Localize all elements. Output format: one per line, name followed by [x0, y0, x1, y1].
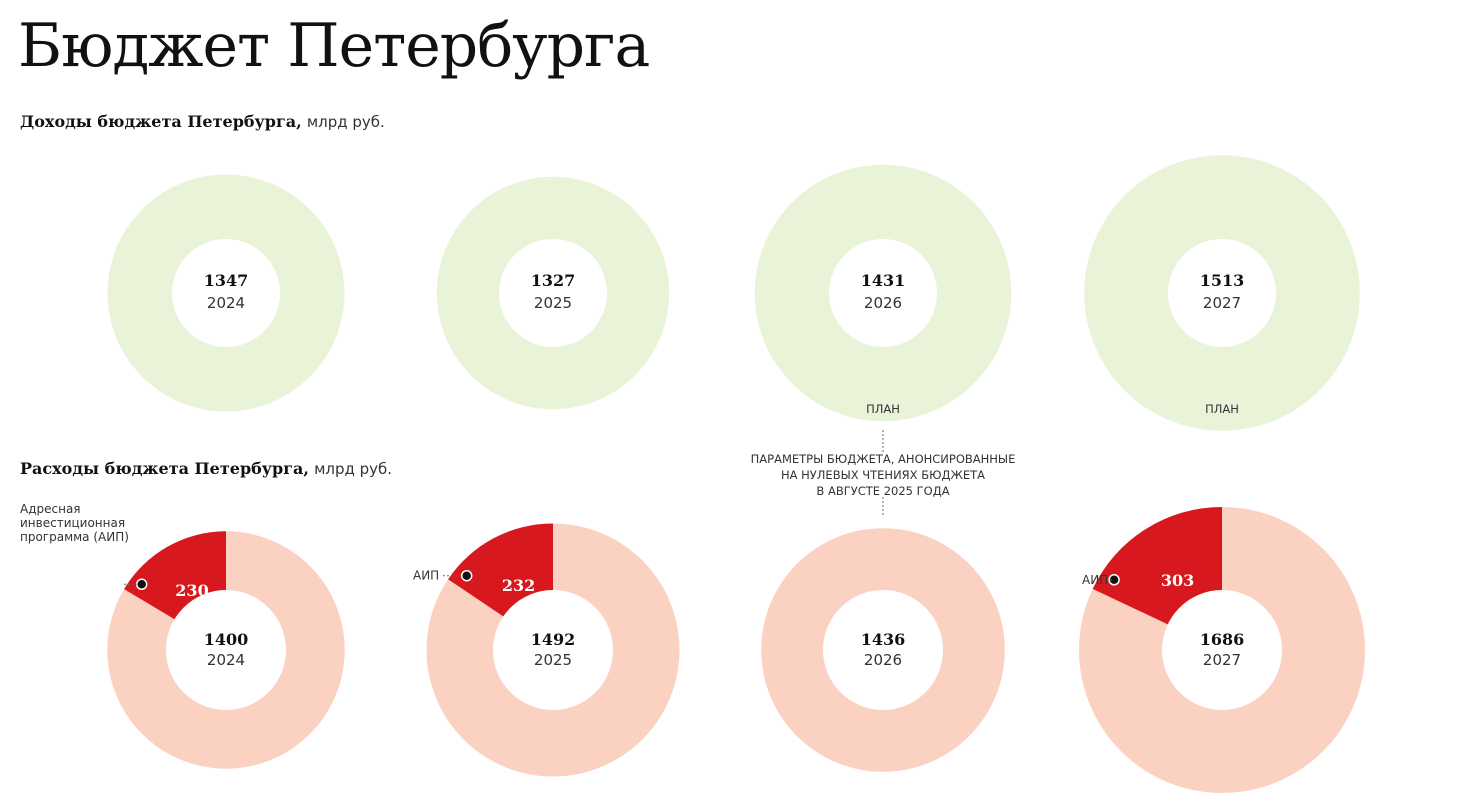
aip-value-2024: 230 — [175, 581, 208, 600]
expense-year-2024: 2024 — [207, 651, 245, 669]
expense-year-2027: 2027 — [1203, 651, 1241, 669]
expense-value-2024: 1400 — [204, 630, 249, 649]
expense-donut-hole-2026 — [823, 590, 943, 710]
revenue-value-2026: 1431 — [861, 271, 906, 290]
expense-donut-hole-2024 — [166, 590, 286, 710]
plan-label-2027: ПЛАН — [1205, 402, 1239, 416]
budget-note-line-3: В АВГУСТЕ 2025 ГОДА — [816, 484, 949, 498]
aip-callout-dot-2025 — [460, 569, 473, 582]
revenue-donut-hole-2024 — [172, 239, 280, 347]
expense-donut-hole-2025 — [493, 590, 613, 710]
budget-note-line-1: ПАРАМЕТРЫ БЮДЖЕТА, АНОНСИРОВАННЫЕ — [751, 452, 1016, 466]
revenue-year-2025: 2025 — [534, 294, 572, 312]
expense-year-2026: 2026 — [864, 651, 902, 669]
expense-donut-hole-2027 — [1162, 590, 1282, 710]
revenue-value-2027: 1513 — [1200, 271, 1245, 290]
expense-value-2027: 1686 — [1200, 630, 1245, 649]
page-title: Бюджет Петербурга — [18, 11, 650, 81]
aip-callout-dot-2024 — [135, 578, 148, 591]
revenue-heading-unit: млрд руб. — [306, 113, 385, 131]
revenue-donut-hole-2027 — [1168, 239, 1276, 347]
expense-value-2025: 1492 — [531, 630, 576, 649]
aip-callout-label-2025: АИП — [413, 569, 439, 583]
revenue-heading-title: Доходы бюджета Петербурга, — [20, 112, 302, 131]
revenue-donut-hole-2026 — [829, 239, 937, 347]
revenue-year-2026: 2026 — [864, 294, 902, 312]
budget-note-line-2: НА НУЛЕВЫХ ЧТЕНИЯХ БЮДЖЕТА — [781, 468, 985, 482]
revenue-donut-hole-2025 — [499, 239, 607, 347]
revenue-year-2027: 2027 — [1203, 294, 1241, 312]
aip-callout-label-2027: АИП — [1082, 573, 1108, 587]
expense-year-2025: 2025 — [534, 651, 572, 669]
aip-value-2025: 232 — [502, 576, 535, 595]
expense-value-2026: 1436 — [861, 630, 906, 649]
aip-value-2027: 303 — [1161, 571, 1194, 590]
revenue-chart-heading: Доходы бюджета Петербурга, млрд руб. — [20, 112, 385, 132]
aip-callout-label-line-3: программа (АИП) — [20, 530, 129, 544]
aip-callout-label-line-2: инвестиционная — [20, 516, 125, 530]
aip-callout-dot-2027 — [1108, 574, 1120, 586]
plan-label-2026: ПЛАН — [866, 402, 900, 416]
expenses-heading-unit: млрд руб. — [314, 460, 393, 478]
expenses-chart-heading: Расходы бюджета Петербурга, млрд руб. — [20, 459, 392, 479]
revenue-value-2025: 1327 — [531, 271, 576, 290]
expenses-heading-title: Расходы бюджета Петербурга, — [20, 459, 309, 478]
revenue-year-2024: 2024 — [207, 294, 245, 312]
aip-callout-label-line-1: Адресная — [20, 502, 81, 516]
revenue-value-2024: 1347 — [204, 271, 249, 290]
